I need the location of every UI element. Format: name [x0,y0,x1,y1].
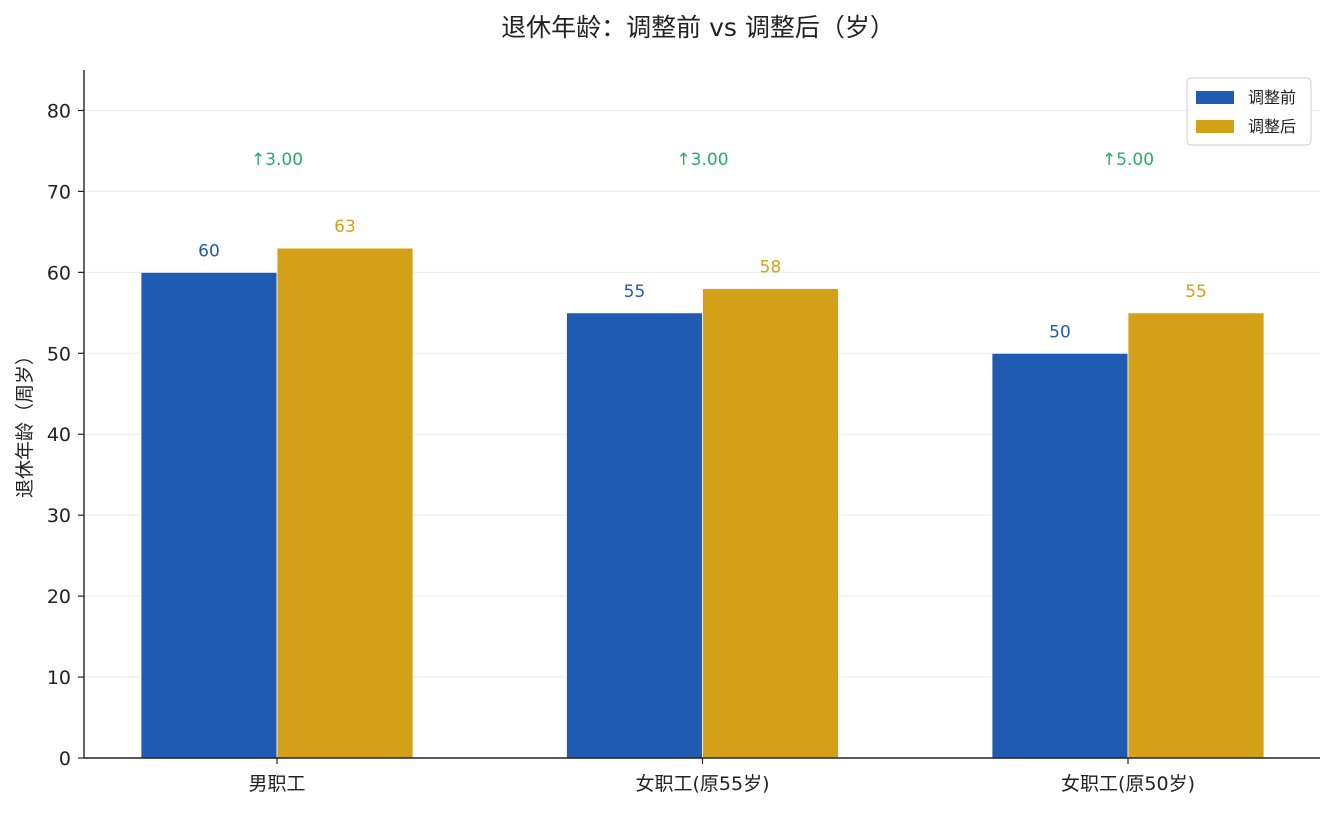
y-tick-label-1: 10 [47,667,71,689]
legend-swatch-0 [1196,91,1234,104]
bar-0-1 [566,312,703,759]
y-tick-label-7: 70 [47,181,71,203]
bar-0-2 [991,352,1129,759]
y-tick-label-0: 0 [59,748,71,770]
value-label-1-1: 58 [760,258,782,278]
value-label-1-0: 63 [334,217,356,237]
value-label-0-0: 60 [198,241,220,261]
y-tick-label-8: 80 [47,100,71,122]
legend-label-1: 调整后 [1248,117,1296,136]
y-tick-label-5: 50 [47,343,71,365]
x-tick-label-2: 女职工(原50岁) [1061,773,1195,795]
value-label-0-2: 50 [1049,322,1071,342]
legend-label-0: 调整前 [1248,88,1296,107]
value-label-1-2: 55 [1185,282,1207,302]
value-labels: 60 63 ↑3.00 55 58 ↑3.00 50 55 ↑5.00 [198,150,1207,342]
bar-1-2 [1127,312,1265,759]
axes: 男职工 女职工(原55岁) 女职工(原50岁) 0 10 20 30 40 50 60 70 80 [47,70,1320,795]
y-tick-label-2: 20 [47,586,71,608]
x-tick-label-0: 男职工 [248,773,305,795]
y-axis-label: 退休年龄（周岁） [14,346,36,498]
y-tick-label-6: 60 [47,262,71,284]
y-tick-label-3: 30 [47,505,71,527]
x-tick-label-1: 女职工(原55岁) [635,773,769,795]
value-label-0-1: 55 [624,282,646,302]
bar-1-0 [276,247,414,759]
legend-swatch-1 [1196,120,1234,133]
y-tick-label-4: 40 [47,424,71,446]
chart-title: 退休年龄：调整前 vs 调整后（岁） [501,13,895,42]
bar-0-0 [140,271,278,759]
increase-label-0: ↑3.00 [251,150,303,170]
increase-label-1: ↑3.00 [676,150,728,170]
increase-label-2: ↑5.00 [1102,150,1154,170]
bar-1-1 [702,288,839,759]
bars [140,247,1265,759]
